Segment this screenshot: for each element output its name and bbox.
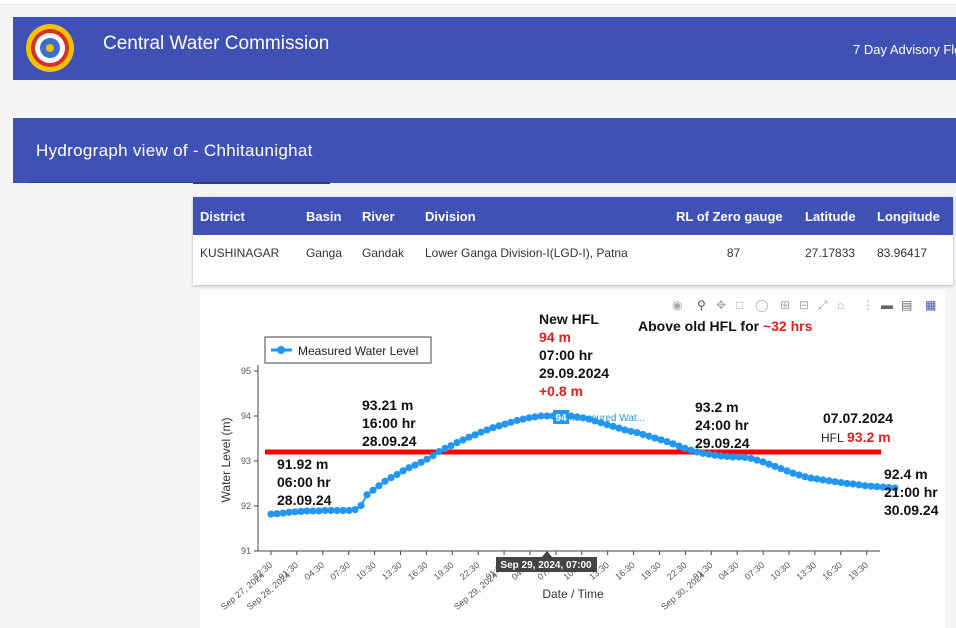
cell-latitude: 27.17833 xyxy=(805,246,856,260)
zoom-out-icon[interactable]: ⊟ xyxy=(799,298,810,312)
pan-icon[interactable]: ✥ xyxy=(716,298,727,312)
station-info-card: District Basin River Division RL of Zero… xyxy=(193,197,953,285)
box-select-icon[interactable]: □ xyxy=(736,298,744,312)
col-basin: Basin xyxy=(299,197,355,235)
col-latitude: Latitude xyxy=(798,197,870,235)
zoom-in-icon[interactable]: ⊞ xyxy=(780,298,791,312)
page-banner: Hydrograph view of - Chhitaunighat xyxy=(13,118,956,184)
hover-compare-icon[interactable]: ▤ xyxy=(901,298,913,312)
station-table: District Basin River Division RL of Zero… xyxy=(193,197,953,271)
advisory-nav-link[interactable]: 7 Day Advisory Flood Forecast xyxy=(853,42,956,57)
cell-rl-zero-gauge: 87 xyxy=(726,246,741,260)
plotly-logo-icon[interactable]: ▦ xyxy=(925,298,937,312)
cell-longitude: 83.96417 xyxy=(877,246,928,260)
reset-axes-icon[interactable]: ⌂ xyxy=(837,298,845,312)
table-header-row: District Basin River Division RL of Zero… xyxy=(193,197,953,235)
hydrograph-panel xyxy=(200,290,945,628)
browser-top-strip xyxy=(0,0,956,5)
lasso-select-icon[interactable]: ◯ xyxy=(755,298,769,312)
camera-icon[interactable]: ◉ xyxy=(672,298,683,312)
cell-district: KUSHINAGAR xyxy=(200,246,280,260)
col-division: Division xyxy=(418,197,669,235)
sidebar-area xyxy=(13,183,193,628)
cell-river: Gandak xyxy=(362,246,405,260)
col-rl-zero-gauge: RL of Zero gauge xyxy=(669,197,798,235)
app-title: Central Water Commission xyxy=(103,33,330,54)
cell-division: Lower Ganga Division-I(LGD-I), Patna xyxy=(425,246,628,260)
page-title: Hydrograph view of - Chhitaunighat xyxy=(36,141,313,160)
col-longitude: Longitude xyxy=(870,197,953,235)
col-river: River xyxy=(355,197,418,235)
zoom-icon[interactable]: ⚲ xyxy=(697,298,706,312)
col-district: District xyxy=(193,197,299,235)
hover-closest-icon[interactable]: ▬ xyxy=(881,298,893,312)
app-header: Central Water Commission 7 Day Advisory … xyxy=(13,17,956,80)
table-row: KUSHINAGAR Ganga Gandak Lower Ganga Divi… xyxy=(193,235,953,271)
spike-lines-icon[interactable]: ⋮ xyxy=(862,298,874,312)
cwc-logo-icon xyxy=(26,24,74,72)
cell-basin: Ganga xyxy=(306,246,343,260)
autoscale-icon[interactable]: ⤢ xyxy=(818,298,828,312)
